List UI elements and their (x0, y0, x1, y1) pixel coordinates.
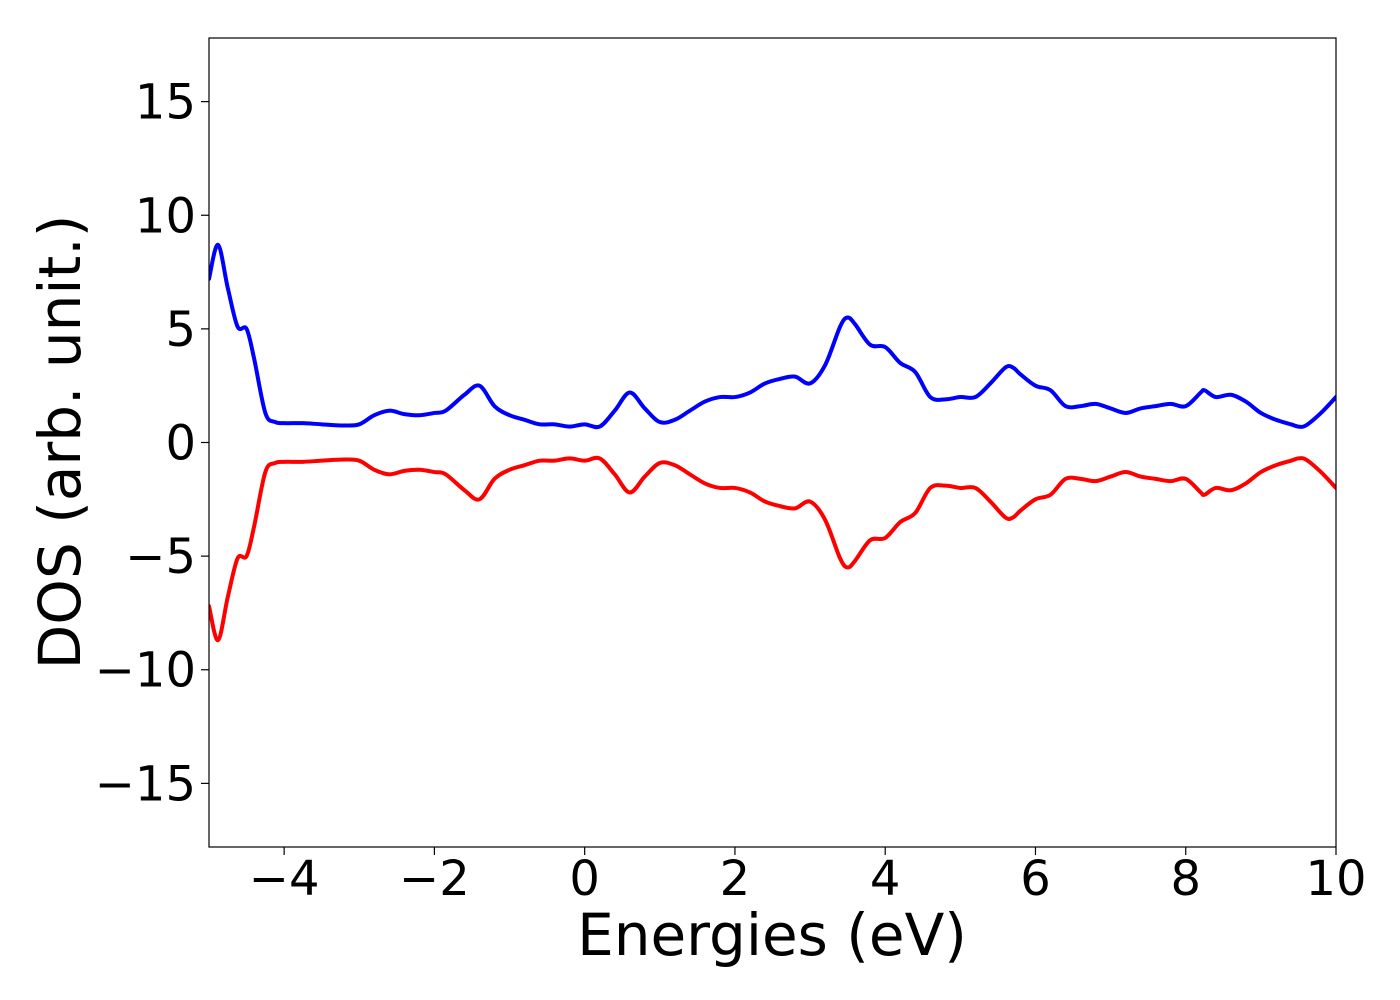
x-tick-label: 6 (1020, 851, 1051, 907)
y-tick-label: 5 (165, 302, 196, 358)
x-tick-label: 2 (720, 851, 751, 907)
x-axis-ticks: −4 −2 0 2 4 6 8 10 (249, 847, 1367, 907)
x-tick-label: 4 (870, 851, 901, 907)
series-line-1 (209, 242, 1336, 430)
y-axis-title: DOS (arb. unit.) (26, 215, 94, 670)
y-tick-label: −10 (95, 643, 196, 699)
y-axis-ticks: −15 −10 −5 0 5 10 15 (95, 75, 209, 812)
series-line-2 (209, 455, 1336, 643)
y-tick-label: −15 (95, 756, 196, 812)
y-tick-label: 0 (165, 416, 196, 472)
x-tick-label: −2 (399, 851, 470, 907)
x-tick-label: 8 (1170, 851, 1201, 907)
x-tick-label: 0 (569, 851, 600, 907)
x-tick-label: −4 (249, 851, 320, 907)
series-layer (209, 242, 1336, 643)
y-tick-label: 15 (135, 75, 196, 131)
x-tick-label: 10 (1305, 851, 1366, 907)
x-axis-title: Energies (eV) (577, 901, 967, 969)
y-tick-label: 10 (135, 188, 196, 244)
y-tick-label: −5 (125, 529, 196, 585)
